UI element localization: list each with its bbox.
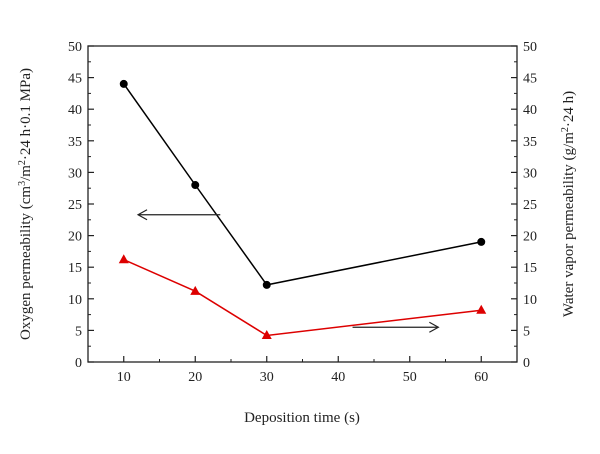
y-right-tick-label: 45: [523, 72, 537, 87]
y-left-tick-label: 5: [75, 324, 82, 339]
y-right-tick-label: 25: [523, 198, 537, 213]
y-right-tick-label: 20: [523, 230, 537, 245]
left-axis-arrow-head: [136, 209, 148, 221]
y-left-tick-label: 15: [68, 261, 82, 276]
right-y-axis-title: Water vapor permeability (g/m2·24 h): [560, 91, 578, 317]
x-tick-label: 30: [260, 370, 274, 385]
series-1-line: [123, 258, 482, 337]
x-tick-label: 60: [474, 370, 488, 385]
y-left-tick-label: 10: [68, 293, 82, 308]
y-right-tick-label: 50: [523, 40, 537, 55]
y-right-tick-label: 5: [523, 324, 530, 339]
series-1-point: [476, 304, 487, 314]
series-1-point: [261, 330, 272, 340]
series-0-point: [477, 237, 486, 246]
right-axis-arrow-head: [429, 321, 440, 333]
y-right-tick-label: 10: [523, 293, 537, 308]
y-left-tick-label: 45: [68, 72, 82, 87]
series-0-line: [123, 83, 482, 286]
y-right-tick-label: 15: [523, 261, 537, 276]
y-left-tick-label: 50: [68, 40, 82, 55]
series-0-point: [262, 280, 271, 289]
series-0-point: [191, 181, 200, 190]
x-axis-title: Deposition time (s): [244, 410, 360, 426]
y-left-tick-label: 35: [68, 135, 82, 150]
y-left-tick-label: 20: [68, 230, 82, 245]
y-left-tick-label: 25: [68, 198, 82, 213]
y-left-tick-label: 40: [68, 103, 82, 118]
left-y-axis-title: Oxygen permeability (cm3/m2·24 h·0.1 MPa…: [17, 68, 35, 340]
y-left-tick-label: 30: [68, 166, 82, 181]
y-right-tick-label: 0: [523, 356, 530, 371]
series-1-point: [190, 285, 201, 295]
x-tick-label: 20: [188, 370, 202, 385]
y-right-tick-label: 35: [523, 135, 537, 150]
series-0-point: [119, 79, 128, 88]
y-left-tick-label: 0: [75, 356, 82, 371]
y-right-tick-label: 30: [523, 166, 537, 181]
series-1-point: [118, 254, 129, 264]
x-tick-label: 50: [403, 370, 417, 385]
x-tick-label: 10: [117, 370, 131, 385]
x-tick-label: 40: [331, 370, 345, 385]
y-right-tick-label: 40: [523, 103, 537, 118]
plot-frame: [87, 45, 518, 363]
